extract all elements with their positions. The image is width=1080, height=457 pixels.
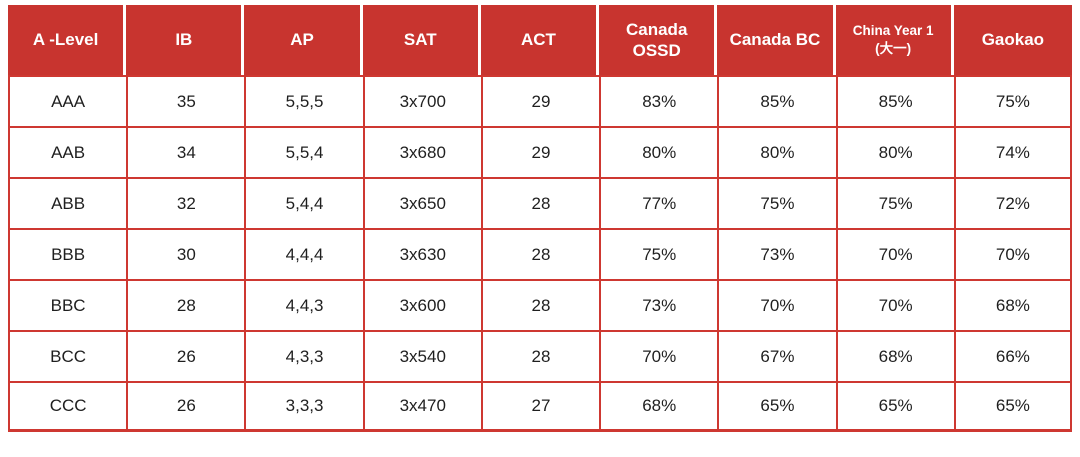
- table-cell: 5,5,4: [244, 126, 363, 177]
- table-cell: 80%: [599, 126, 718, 177]
- table-cell: 80%: [717, 126, 836, 177]
- table-cell: 3x650: [362, 177, 481, 228]
- table-cell: 3x680: [362, 126, 481, 177]
- table-cell: 28: [480, 177, 600, 228]
- table-row: ABB 32 5,4,4 3x650 28 77% 75% 75% 72%: [8, 177, 1072, 228]
- table-cell: 28: [480, 279, 600, 330]
- table-cell: 73%: [599, 279, 718, 330]
- table-cell: 85%: [835, 75, 954, 126]
- table-cell: 30: [126, 228, 245, 279]
- table-row: AAA 35 5,5,5 3x700 29 83% 85% 85% 75%: [8, 75, 1072, 126]
- table-cell: 3x470: [362, 381, 481, 432]
- table-cell: 3,3,3: [244, 381, 363, 432]
- table-cell: AAB: [8, 126, 127, 177]
- table-row: BBB 30 4,4,4 3x630 28 75% 73% 70% 70%: [8, 228, 1072, 279]
- table-cell: 70%: [953, 228, 1072, 279]
- table-cell: 3x600: [362, 279, 481, 330]
- table-cell: BCC: [8, 330, 127, 381]
- table-cell: 34: [126, 126, 245, 177]
- column-header-ap: AP: [244, 5, 363, 75]
- table-cell: 28: [126, 279, 245, 330]
- table-cell: 75%: [717, 177, 836, 228]
- table-cell: BBB: [8, 228, 127, 279]
- table-cell: 3x630: [362, 228, 481, 279]
- column-header-gaokao: Gaokao: [953, 5, 1072, 75]
- table-cell: 27: [480, 381, 600, 432]
- column-header-a-level: A -Level: [8, 5, 127, 75]
- table-cell: 65%: [953, 381, 1072, 432]
- table-cell: 4,3,3: [244, 330, 363, 381]
- table-cell: 5,4,4: [244, 177, 363, 228]
- column-header-canada-ossd: Canada OSSD: [599, 5, 718, 75]
- column-header-ib: IB: [126, 5, 245, 75]
- table-cell: 70%: [835, 279, 954, 330]
- table-cell: 83%: [599, 75, 718, 126]
- table-cell: 66%: [953, 330, 1072, 381]
- column-header-act: ACT: [480, 5, 600, 75]
- table-cell: 72%: [953, 177, 1072, 228]
- table-cell: 67%: [717, 330, 836, 381]
- table-cell: 65%: [835, 381, 954, 432]
- table-cell: AAA: [8, 75, 127, 126]
- table-cell: 68%: [599, 381, 718, 432]
- table-cell: 29: [480, 75, 600, 126]
- column-header-canada-bc: Canada BC: [717, 5, 836, 75]
- table-cell: 74%: [953, 126, 1072, 177]
- table-cell: 68%: [835, 330, 954, 381]
- table-cell: 29: [480, 126, 600, 177]
- table-cell: 70%: [599, 330, 718, 381]
- table-cell: BBC: [8, 279, 127, 330]
- table-row: BCC 26 4,3,3 3x540 28 70% 67% 68% 66%: [8, 330, 1072, 381]
- table-row: BBC 28 4,4,3 3x600 28 73% 70% 70% 68%: [8, 279, 1072, 330]
- column-header-sat: SAT: [362, 5, 481, 75]
- table-cell: 70%: [717, 279, 836, 330]
- grade-conversion-table: A -Level IB AP SAT ACT Canada OSSD Canad…: [8, 5, 1072, 432]
- table-cell: 73%: [717, 228, 836, 279]
- table-cell: 3x700: [362, 75, 481, 126]
- table-cell: 5,5,5: [244, 75, 363, 126]
- table-cell: 26: [126, 330, 245, 381]
- table-cell: 65%: [717, 381, 836, 432]
- table-cell: 28: [480, 228, 600, 279]
- table-cell: 85%: [717, 75, 836, 126]
- table-cell: 28: [480, 330, 600, 381]
- table-cell: 68%: [953, 279, 1072, 330]
- table-cell: 35: [126, 75, 245, 126]
- table-cell: CCC: [8, 381, 127, 432]
- table-body: AAA 35 5,5,5 3x700 29 83% 85% 85% 75% AA…: [8, 75, 1072, 432]
- table-cell: 32: [126, 177, 245, 228]
- header-row: A -Level IB AP SAT ACT Canada OSSD Canad…: [8, 5, 1072, 75]
- table-row: AAB 34 5,5,4 3x680 29 80% 80% 80% 74%: [8, 126, 1072, 177]
- column-header-china-year1: China Year 1 (大一): [835, 5, 954, 75]
- table-cell: 75%: [835, 177, 954, 228]
- table-header: A -Level IB AP SAT ACT Canada OSSD Canad…: [8, 5, 1072, 75]
- table-row: CCC 26 3,3,3 3x470 27 68% 65% 65% 65%: [8, 381, 1072, 432]
- table-cell: ABB: [8, 177, 127, 228]
- table-cell: 26: [126, 381, 245, 432]
- table-cell: 77%: [599, 177, 718, 228]
- table-cell: 70%: [835, 228, 954, 279]
- table-cell: 80%: [835, 126, 954, 177]
- table-cell: 4,4,4: [244, 228, 363, 279]
- table-cell: 4,4,3: [244, 279, 363, 330]
- table-cell: 3x540: [362, 330, 481, 381]
- table-cell: 75%: [599, 228, 718, 279]
- table-cell: 75%: [953, 75, 1072, 126]
